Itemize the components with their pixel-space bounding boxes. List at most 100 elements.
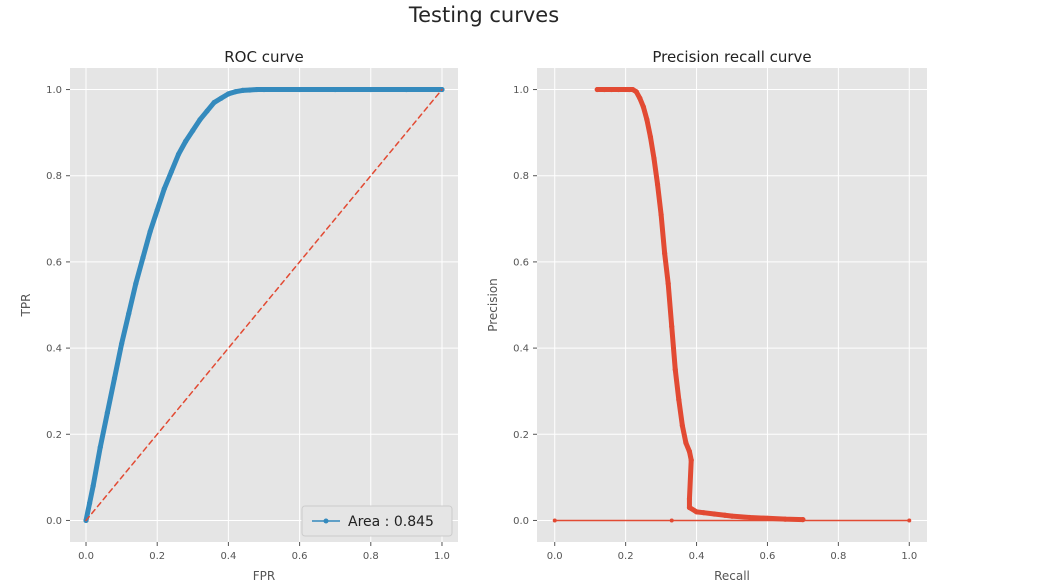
data-point (211, 99, 217, 106)
data-point (615, 86, 622, 93)
data-point (197, 117, 203, 123)
y-tick-label: 0.6 (513, 257, 529, 268)
x-tick-label: 1.0 (434, 551, 450, 562)
data-point (204, 108, 210, 114)
data-point (601, 86, 607, 93)
legend-label: Area : 0.845 (348, 514, 434, 530)
data-point (296, 86, 303, 93)
legend: Area : 0.845 (301, 505, 453, 537)
data-point (86, 500, 93, 506)
data-point (90, 483, 96, 489)
plot-area (537, 68, 927, 542)
data-point (679, 423, 685, 429)
data-point (907, 518, 912, 523)
data-point (688, 457, 694, 463)
data-point (161, 186, 167, 192)
data-point (97, 444, 103, 450)
data-point (722, 512, 728, 518)
data-point (240, 87, 246, 94)
data-point (175, 151, 182, 157)
data-point (111, 375, 118, 381)
data-point (608, 86, 615, 93)
y-axis-label: TPR (19, 294, 33, 318)
y-tick-label: 0.0 (513, 516, 529, 527)
x-tick-label: 0.4 (689, 551, 705, 562)
data-point (225, 91, 232, 97)
x-tick-label: 0.0 (547, 551, 563, 562)
y-tick-label: 1.0 (46, 85, 62, 96)
chart-title: Precision recall curve (652, 48, 811, 66)
data-point (800, 516, 806, 523)
data-point (701, 510, 707, 516)
data-point (662, 250, 668, 256)
y-tick-label: 0.4 (46, 344, 62, 355)
data-point (651, 155, 657, 162)
data-point (683, 440, 689, 446)
y-tick-label: 0.2 (46, 430, 62, 441)
data-point (686, 448, 693, 455)
x-tick-label: 0.6 (760, 551, 776, 562)
y-tick-label: 1.0 (513, 85, 529, 96)
data-point (247, 87, 253, 93)
data-point (154, 207, 160, 213)
x-tick-label: 0.8 (830, 551, 846, 562)
y-axis-label: Precision (486, 278, 500, 332)
x-tick-label: 0.8 (363, 551, 379, 562)
data-point (672, 367, 678, 373)
data-point (669, 518, 674, 523)
data-point (368, 86, 374, 93)
data-point (552, 518, 557, 523)
series-line (85, 88, 443, 522)
chart-2: 0.0 0.2 0.4 0.6 0.8 1.0 0.0 0.2 0.4 0.6 0.8 1.0 Prec… (486, 48, 927, 583)
data-point (332, 86, 338, 93)
figure-title: Testing curves (408, 3, 560, 27)
data-point (168, 168, 175, 175)
data-point (644, 117, 650, 123)
data-point (119, 341, 125, 347)
data-point (686, 496, 693, 502)
data-point (764, 515, 771, 521)
x-tick-label: 0.0 (78, 551, 94, 562)
data-point (640, 104, 646, 110)
data-point (232, 89, 239, 95)
data-point (218, 95, 224, 101)
data-point (647, 134, 654, 140)
data-point (140, 255, 146, 261)
chart-title: ROC curve (224, 48, 304, 66)
x-tick-label: 1.0 (901, 551, 917, 562)
data-point (711, 511, 717, 517)
x-axis-label: Recall (714, 569, 750, 583)
data-point (686, 504, 693, 511)
data-point (693, 509, 700, 515)
data-point (183, 138, 189, 144)
data-point (261, 86, 267, 93)
data-point (669, 323, 675, 330)
data-point (254, 86, 260, 93)
y-tick-label: 0.4 (513, 344, 529, 355)
data-point (594, 86, 600, 93)
x-tick-label: 0.4 (220, 551, 236, 562)
legend-marker (323, 518, 329, 524)
data-point (676, 397, 682, 403)
y-tick-label: 0.0 (46, 516, 62, 527)
data-point (637, 95, 643, 101)
x-tick-label: 0.6 (292, 551, 308, 562)
data-point (126, 311, 132, 317)
data-point (729, 513, 735, 519)
data-point (633, 89, 639, 95)
data-point (133, 280, 139, 287)
data-point (104, 410, 110, 416)
data-point (403, 86, 409, 93)
data-point (654, 181, 661, 187)
y-tick-label: 0.6 (46, 257, 62, 268)
data-point (147, 229, 153, 235)
y-tick-label: 0.8 (513, 171, 529, 182)
x-axis-label: FPR (253, 569, 275, 583)
x-tick-label: 0.2 (149, 551, 165, 562)
chart-1: 0.0 0.2 0.4 0.6 0.8 1.0 0.0 0.2 0.4 0.6 0.8 1.0 ROC … (19, 48, 458, 583)
x-tick-label: 0.2 (618, 551, 634, 562)
data-point (190, 127, 196, 134)
y-tick-label: 0.8 (46, 171, 62, 182)
data-point (658, 211, 664, 218)
